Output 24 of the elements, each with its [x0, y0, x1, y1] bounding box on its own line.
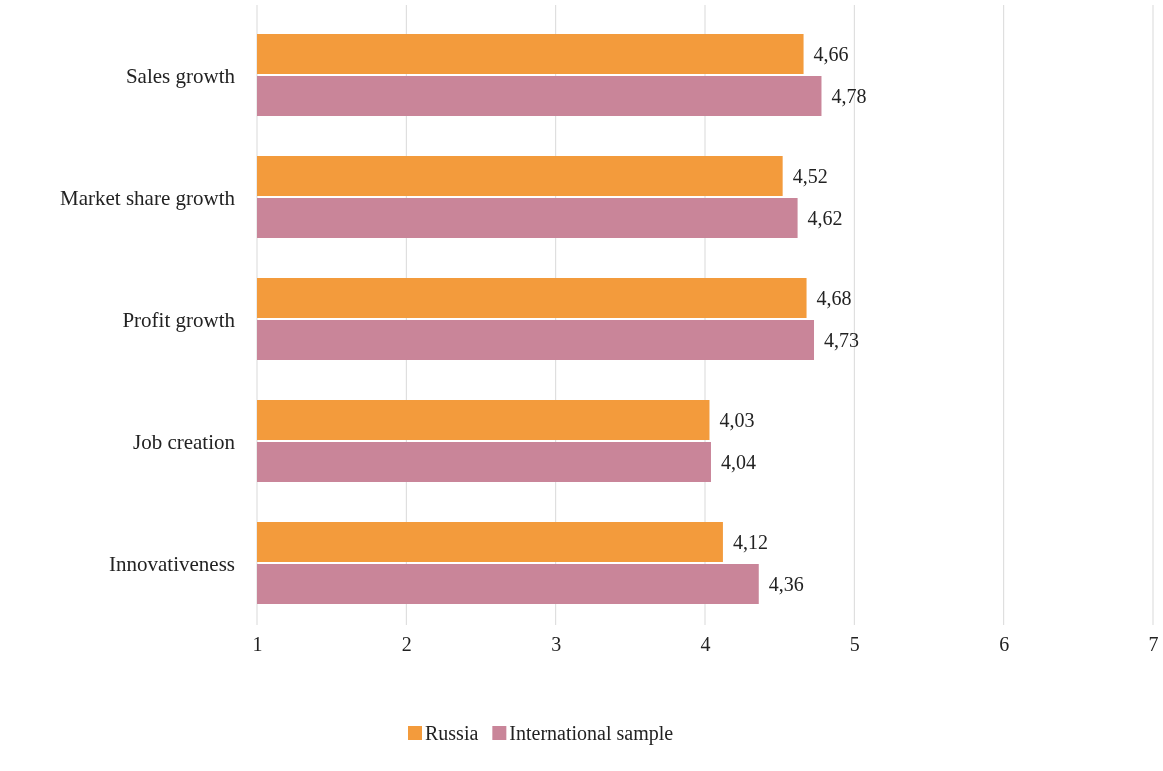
data-label: 4,03 — [719, 409, 755, 431]
y-tick-label: Profit growth — [122, 308, 236, 332]
x-tick-label: 6 — [999, 633, 1010, 656]
data-label: 4,62 — [807, 207, 843, 229]
x-tick-label: 5 — [849, 633, 860, 656]
x-tick-label: 2 — [401, 633, 412, 656]
y-tick-label: Job creation — [132, 430, 236, 454]
data-label: 4,68 — [816, 287, 852, 309]
legend-label: International sample — [509, 722, 674, 745]
data-label: 4,66 — [813, 43, 849, 65]
data-label: 4,73 — [824, 329, 860, 351]
data-label: 4,12 — [732, 531, 768, 553]
x-tick-label: 4 — [700, 633, 711, 656]
x-tick-label: 1 — [252, 633, 263, 656]
legend-label: Russia — [425, 722, 479, 744]
data-label: 4,04 — [720, 451, 756, 473]
y-tick-label: Sales growth — [125, 64, 236, 88]
data-label: 4,52 — [792, 165, 828, 187]
data-label: 4,36 — [768, 573, 804, 595]
x-tick-label: 3 — [551, 633, 562, 656]
data-label: 4,78 — [831, 85, 867, 107]
x-tick-label: 7 — [1148, 633, 1159, 656]
y-tick-label: Innovativeness — [109, 552, 235, 576]
y-tick-label: Market share growth — [60, 186, 236, 210]
